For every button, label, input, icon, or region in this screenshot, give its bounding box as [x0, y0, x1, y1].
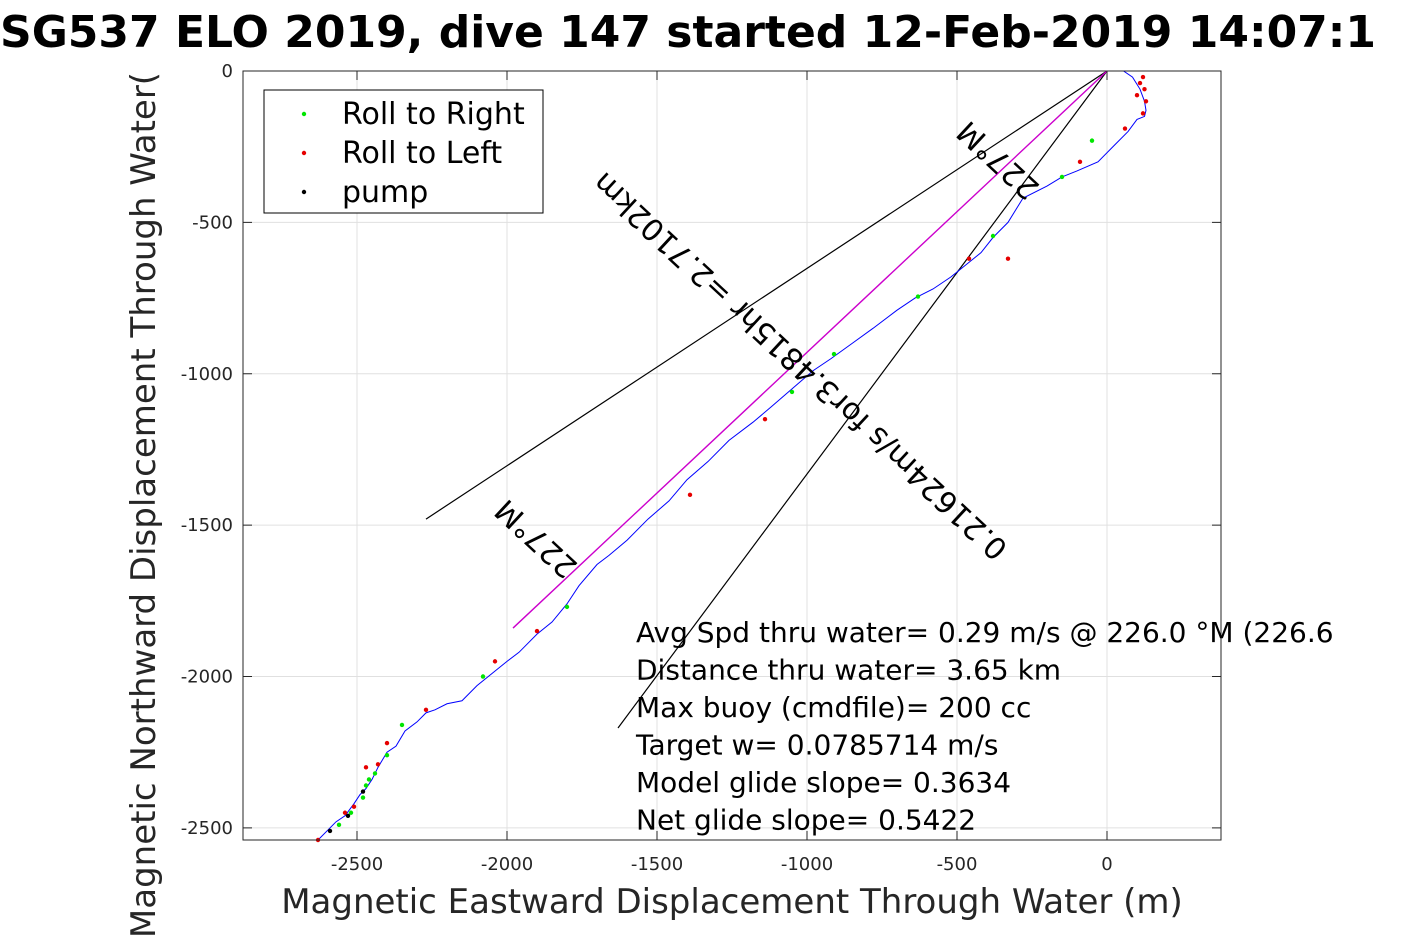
y-tick-label: 0 [222, 61, 233, 82]
roll-left-point [1142, 86, 1147, 92]
roll-left-point [1140, 74, 1146, 80]
x-axis-label: Magnetic Eastward Displacement Through W… [281, 882, 1183, 922]
roll-left-point [687, 492, 693, 498]
y-tick-label: -2500 [181, 818, 233, 839]
y-tick-label: -500 [192, 212, 233, 233]
roll-left-point [342, 810, 348, 815]
roll-left-point [762, 416, 768, 422]
legend-marker [301, 189, 307, 195]
y-tick-label: -1000 [181, 364, 233, 385]
legend: Roll to Right Roll to Left pump [263, 89, 544, 214]
data-lines [317, 70, 1147, 841]
stats-annotation-line: Max buoy (cmdfile)= 200 cc [636, 691, 1031, 724]
y-tick-label: -2000 [181, 667, 233, 688]
roll-left-point [1137, 80, 1143, 86]
roll-left-point [423, 707, 429, 713]
x-tick-label: -1500 [631, 854, 683, 875]
stats-annotations: Avg Spd thru water= 0.29 m/s @ 226.0 °M … [635, 616, 1334, 837]
roll-left-point [384, 740, 390, 746]
plot-border [242, 70, 1222, 841]
roll-right-point [789, 389, 795, 395]
roll-left-point [1005, 256, 1011, 261]
roll-right-point [360, 795, 366, 800]
heading-fan-line [425, 70, 1108, 520]
roll-left-point [534, 628, 540, 634]
roll-right-point [564, 604, 570, 610]
roll-left-point [375, 762, 381, 767]
legend-marker [301, 150, 307, 156]
x-tick-label: -500 [937, 854, 978, 875]
roll-right-point [384, 753, 390, 758]
roll-right-point [831, 351, 837, 357]
pump-point [360, 789, 366, 794]
pump-point [345, 813, 351, 818]
y-tick-label: -1500 [181, 515, 233, 536]
legend-label: Roll to Right [342, 97, 525, 132]
roll-left-point [966, 256, 972, 261]
roll-right-point [348, 810, 354, 815]
roll-left-point [1140, 111, 1146, 116]
course-line [512, 70, 1108, 629]
roll-right-point [915, 294, 921, 299]
stats-annotation-line: Net glide slope= 0.5422 [636, 804, 976, 837]
stats-annotation-line: Target w= 0.0785714 m/s [635, 729, 998, 762]
x-tick-label: -2000 [481, 854, 533, 875]
axis-ticks: -2500 -2000 -1500 -1000 -500 0 0 -500 -1000 -1500… [181, 61, 1221, 875]
grid [243, 70, 1221, 840]
legend-label: Roll to Left [342, 136, 502, 171]
legend-marker [301, 111, 307, 117]
roll-right-point [366, 777, 372, 782]
roll-left-point [1077, 159, 1083, 165]
legend-label: pump [342, 175, 428, 210]
stats-annotation-line: Model glide slope= 0.3634 [636, 766, 1011, 799]
roll-right-point [990, 233, 996, 239]
roll-right-point [336, 822, 342, 828]
roll-left-point [1134, 93, 1140, 98]
track-line [317, 70, 1147, 841]
pump-point [327, 828, 333, 834]
x-tick-label: -1000 [781, 854, 833, 875]
stats-annotation-line: Distance thru water= 3.65 km [636, 654, 1061, 687]
roll-right-point [363, 783, 369, 788]
x-tick-label: -2500 [331, 854, 383, 875]
roll-left-point [351, 804, 357, 809]
roll-left-point [1122, 126, 1128, 131]
y-axis-label: Magnetic Northward Displacement Through … [124, 72, 164, 938]
data-markers [315, 74, 1149, 843]
roll-left-point [363, 765, 369, 770]
roll-right-point [480, 674, 486, 679]
roll-right-point [1059, 174, 1065, 180]
stats-annotation-line: Avg Spd thru water= 0.29 m/s @ 226.0 °M … [636, 616, 1334, 649]
roll-right-point [1089, 138, 1095, 143]
x-tick-label: 0 [1101, 854, 1112, 875]
roll-left-point [492, 659, 498, 664]
roll-right-point [372, 771, 378, 776]
chart-title: SG537 ELO 2019, dive 147 started 12-Feb-… [0, 7, 1376, 58]
plot-area: 227°M0.21624m/s for3.4815hr =2.7102km227… [181, 61, 1222, 875]
roll-right-point [399, 722, 405, 728]
heading-fan-line [617, 70, 1108, 729]
legend-box [263, 89, 544, 214]
roll-left-point [1143, 99, 1149, 104]
